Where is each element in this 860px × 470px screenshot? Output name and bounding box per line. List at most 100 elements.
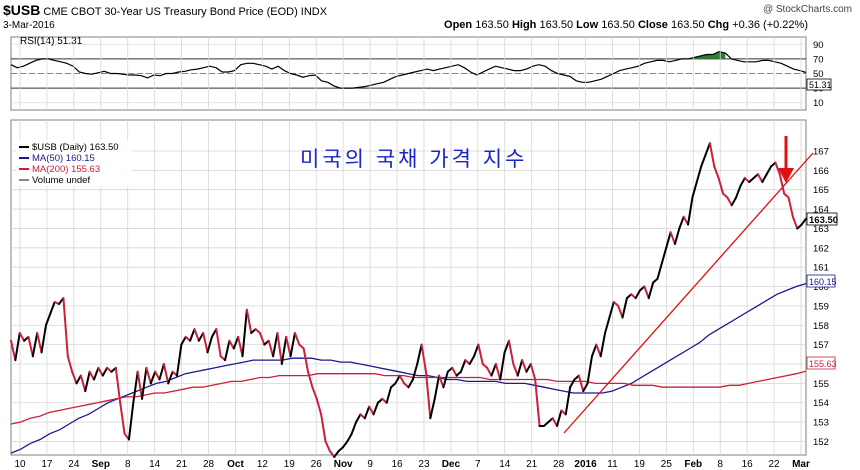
price-segment xyxy=(717,177,725,195)
ma200-tag: 155.63 xyxy=(806,356,837,370)
price-segment xyxy=(791,215,799,230)
price-segment xyxy=(695,165,703,183)
price-segment xyxy=(590,343,598,358)
price-segment xyxy=(730,196,738,207)
price-segment xyxy=(429,397,436,420)
price-segment xyxy=(40,324,47,354)
price-segment xyxy=(162,362,170,385)
x-tick-label: 21 xyxy=(176,459,188,470)
price-segment xyxy=(800,217,807,226)
x-tick-label: 23 xyxy=(418,459,430,470)
price-tick-label: 160 xyxy=(813,282,829,293)
price-segment xyxy=(673,227,681,245)
price-segment xyxy=(114,366,122,404)
price-segment xyxy=(10,339,17,362)
price-segment xyxy=(311,386,318,400)
price-segment xyxy=(411,362,419,381)
price-segment xyxy=(660,246,668,265)
price-segment xyxy=(577,374,585,393)
price-segment xyxy=(473,343,480,358)
x-tick-label: 26 xyxy=(311,459,323,470)
symbol: $USB xyxy=(3,2,41,18)
price-segment xyxy=(556,409,563,427)
price-segment xyxy=(691,180,698,199)
x-tick-label: Dec xyxy=(442,459,461,470)
price-segment xyxy=(180,335,187,346)
price-segment xyxy=(486,366,493,377)
price-segment xyxy=(621,297,628,319)
price-segment xyxy=(643,285,650,300)
rsi-value-label: 51.31 xyxy=(809,80,832,90)
price-segment xyxy=(293,332,301,346)
price-segment xyxy=(132,370,139,404)
price-segment xyxy=(154,370,161,381)
price-tag-label: 163.50 xyxy=(809,215,838,226)
x-tick-label: 28 xyxy=(203,459,215,470)
price-segment xyxy=(516,359,524,377)
price-segment xyxy=(704,142,711,156)
price-segment xyxy=(149,370,157,385)
rsi-line xyxy=(10,50,807,89)
price-segment xyxy=(31,332,39,358)
price-segment xyxy=(442,370,449,389)
price-segment xyxy=(608,301,615,319)
x-tick-label: 9 xyxy=(367,459,373,470)
price-segment xyxy=(700,153,707,168)
rsi-tick-label: 10 xyxy=(813,98,824,109)
price-segment xyxy=(634,289,642,300)
ma200-tag-label: 155.63 xyxy=(809,359,837,369)
price-tick-label: 166 xyxy=(813,166,829,177)
x-tick-label: 22 xyxy=(769,459,781,470)
price-segment xyxy=(328,450,336,458)
price-tick-label: 154 xyxy=(813,398,829,409)
x-tick-label: Nov xyxy=(334,459,353,470)
price-segment xyxy=(62,297,69,358)
price-segment xyxy=(193,328,200,342)
price-segment xyxy=(276,332,283,365)
x-tick-label: 11 xyxy=(607,459,618,470)
price-tick-label: 157 xyxy=(813,340,829,351)
x-tick-label: 7 xyxy=(475,459,481,470)
x-tick-label: 25 xyxy=(661,459,673,470)
price-segment xyxy=(433,374,441,400)
x-tick-label: 14 xyxy=(149,459,161,470)
rsi-overbought-fill xyxy=(694,51,726,59)
price-segment xyxy=(534,378,541,427)
price-segment xyxy=(761,173,768,183)
price-tick-label: 161 xyxy=(813,263,829,274)
price-tick-label: 153 xyxy=(813,418,829,429)
x-tick-label: 28 xyxy=(553,459,565,470)
price-panel xyxy=(10,119,807,456)
chart-date: 3-Mar-2016 xyxy=(3,20,55,31)
x-tick-label: 21 xyxy=(526,459,538,470)
x-tick-label: 8 xyxy=(717,459,723,470)
price-segment xyxy=(350,421,358,435)
price-segment xyxy=(774,161,781,176)
ohlc-readout: Open 163.50 High 163.50 Low 163.50 Close… xyxy=(444,19,808,31)
price-segment xyxy=(499,351,506,381)
price-tick-label: 155 xyxy=(813,379,829,390)
legend-background xyxy=(16,140,132,186)
price-segment xyxy=(438,374,445,389)
price-segment xyxy=(468,355,476,365)
price-segment xyxy=(564,386,572,416)
price-segment xyxy=(398,374,406,385)
price-segment xyxy=(245,308,253,335)
price-segment xyxy=(215,328,222,358)
price-segment xyxy=(333,450,340,458)
x-tick-label: 8 xyxy=(125,459,131,470)
price-segment xyxy=(713,165,720,180)
price-segment xyxy=(258,332,266,346)
price-segment xyxy=(175,343,183,377)
trendline xyxy=(563,152,814,434)
x-tick-label: 12 xyxy=(257,459,269,470)
rsi-tick-label: 90 xyxy=(813,40,824,51)
copyright: @ StockCharts.com xyxy=(762,4,852,15)
price-segment xyxy=(92,366,100,381)
price-segment xyxy=(346,432,353,443)
price-segment xyxy=(232,335,240,350)
price-segment xyxy=(394,374,401,385)
price-segment xyxy=(385,386,393,404)
price-tick-label: 159 xyxy=(813,301,829,312)
